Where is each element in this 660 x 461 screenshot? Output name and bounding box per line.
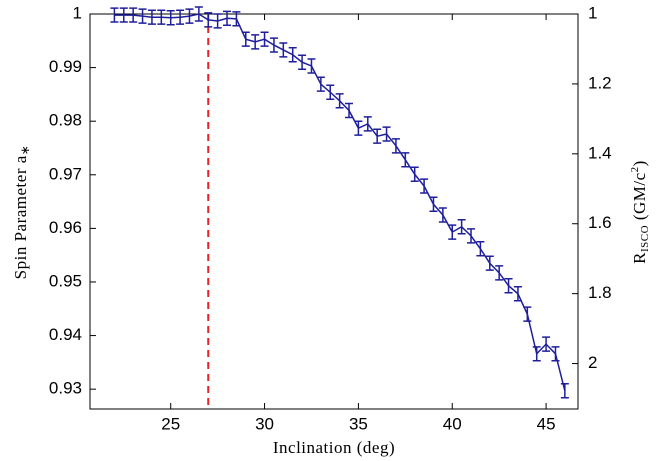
error-bar: [316, 76, 325, 92]
y-label-sub: ∗: [18, 145, 32, 156]
y-tick-label: 0.95: [49, 271, 82, 290]
error-bar: [504, 278, 513, 294]
x-tick-label: 45: [537, 414, 556, 433]
error-bar: [532, 346, 541, 362]
error-bar: [401, 152, 410, 168]
y2-tick-label: 1.6: [588, 213, 612, 232]
y2-axis-label: RISCO (GM/c2): [629, 160, 651, 264]
error-bar: [260, 31, 269, 47]
error-bar: [448, 224, 457, 240]
x-tick-label: 35: [349, 414, 368, 433]
error-bar: [429, 196, 438, 212]
y-tick-label: 0.96: [49, 218, 82, 237]
y2-tick-label: 1.2: [588, 73, 612, 92]
error-bar: [147, 9, 156, 25]
error-bar: [495, 265, 504, 281]
plot-frame: [89, 13, 579, 410]
x-tick-label: 30: [255, 414, 274, 433]
y2-tick-label: 1.4: [588, 143, 612, 162]
error-bar: [129, 7, 138, 23]
error-bar: [119, 7, 128, 23]
data-line: [114, 13, 566, 391]
error-bar: [373, 128, 382, 144]
error-bar: [307, 58, 316, 74]
error-bar: [223, 10, 232, 27]
y2-label-unit: (GM/c: [630, 172, 649, 225]
x-tick-label: 25: [161, 414, 180, 433]
y-tick-label: 0.93: [49, 379, 82, 398]
error-bar: [363, 116, 372, 132]
error-bar: [241, 31, 250, 47]
error-bar: [354, 120, 363, 136]
y2-tick-label: 1: [588, 3, 597, 22]
error-bar: [110, 7, 119, 23]
y-tick-label: 0.94: [49, 325, 82, 344]
error-bar: [204, 12, 213, 28]
error-bar: [485, 255, 494, 271]
error-bar: [542, 336, 551, 352]
error-bar: [138, 8, 147, 24]
error-bar: [194, 6, 203, 22]
error-bar: [560, 383, 569, 399]
error-bar: [269, 37, 278, 53]
error-bar: [382, 126, 391, 142]
y2-tick-label: 2: [588, 353, 597, 372]
error-bar: [213, 13, 222, 29]
error-bar: [513, 286, 522, 302]
y2-label-sub: ISCO: [639, 225, 651, 252]
y2-label-r: R: [630, 252, 649, 264]
error-bar: [345, 102, 354, 119]
error-bar: [166, 10, 175, 26]
error-bar: [467, 228, 476, 244]
error-bar: [476, 241, 485, 257]
y2-tick-label: 1.8: [588, 283, 612, 302]
x-axis-label: Inclination (deg): [273, 438, 395, 457]
error-bar: [410, 166, 419, 182]
error-bar: [288, 47, 297, 63]
y-tick-label: 0.98: [49, 111, 82, 130]
y-label-main: Spin Parameter a: [11, 155, 30, 279]
error-bar: [420, 178, 429, 194]
error-bar: [551, 346, 560, 362]
error-bar: [279, 42, 288, 58]
error-bar: [232, 11, 241, 27]
error-bar: [251, 34, 260, 50]
error-bar: [326, 84, 335, 100]
error-bar: [157, 9, 166, 25]
error-bar: [185, 8, 194, 24]
error-bar: [523, 306, 532, 322]
error-bar: [391, 138, 400, 154]
error-bar: [457, 219, 466, 235]
y-tick-label: 0.97: [49, 164, 82, 183]
y-tick-label: 0.99: [49, 57, 82, 76]
y-axis-label: Spin Parameter a∗: [11, 145, 32, 280]
y2-label-end: ): [630, 160, 649, 166]
y2-label-sup: 2: [629, 166, 641, 172]
x-tick-label: 40: [443, 414, 462, 433]
error-bar: [438, 207, 447, 223]
error-bar: [176, 9, 185, 25]
error-bar: [298, 54, 307, 70]
y-tick-label: 1: [73, 3, 82, 22]
error-bar: [335, 93, 344, 109]
